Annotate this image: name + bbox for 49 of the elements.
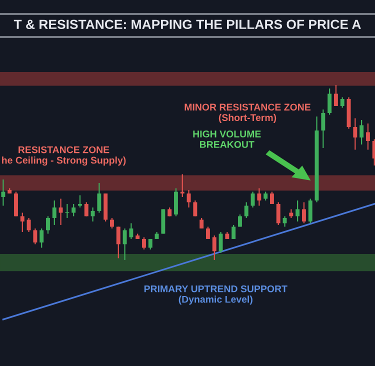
candlestick (276, 202, 280, 226)
candlestick (212, 234, 216, 261)
candlestick (328, 88, 332, 116)
candlestick (282, 216, 287, 228)
candlestick (296, 200, 300, 222)
candlestick (40, 228, 44, 248)
candlestick (366, 122, 370, 150)
candlestick (257, 188, 262, 206)
candlestick (200, 217, 204, 230)
candlestick (218, 231, 223, 254)
candlestick (52, 200, 56, 226)
candlestick (33, 228, 38, 245)
candlestick (116, 226, 120, 259)
candlestick (186, 189, 191, 208)
candlestick (180, 174, 184, 198)
candlestick (26, 217, 31, 233)
band-label: MINOR RESISTANCE ZONE (Short-Term) (184, 104, 310, 123)
candlestick (14, 191, 18, 217)
candlestick (122, 228, 127, 261)
candlestick (360, 119, 364, 146)
candlestick (334, 84, 338, 107)
candlestick (97, 182, 102, 214)
candlestick (20, 212, 24, 233)
candlestick (46, 216, 50, 234)
candlestick (90, 206, 95, 222)
band-label: RESISTANCE ZONE he Ceiling - Strong Supply) (2, 146, 126, 166)
candlestick (308, 198, 312, 224)
candlestick (321, 108, 326, 149)
candlestick (302, 202, 306, 224)
candlestick (206, 226, 210, 240)
text: PRIMARY UPTREND SUPPORT (Dynamic Level) (144, 285, 288, 305)
candlestick (1, 178, 6, 206)
candlestick (244, 202, 248, 219)
candlestick (174, 188, 178, 217)
candlestick (110, 217, 114, 230)
candlestick (353, 118, 358, 150)
candlestick (238, 214, 242, 228)
candlestick (270, 191, 274, 205)
candlestick (129, 222, 134, 240)
candlestick (340, 96, 344, 108)
candlestick (58, 198, 63, 226)
candlestick (84, 202, 88, 217)
candlestick (142, 236, 146, 250)
candlestick (193, 200, 198, 217)
candlestick (72, 203, 76, 217)
chart-title: T & RESISTANCE: MAPPING THE PILLARS OF PRICE A (14, 20, 361, 30)
candlestick (232, 224, 236, 240)
candlestick (250, 191, 255, 208)
annotation: HIGH VOLUME BREAKOUT (193, 130, 261, 148)
